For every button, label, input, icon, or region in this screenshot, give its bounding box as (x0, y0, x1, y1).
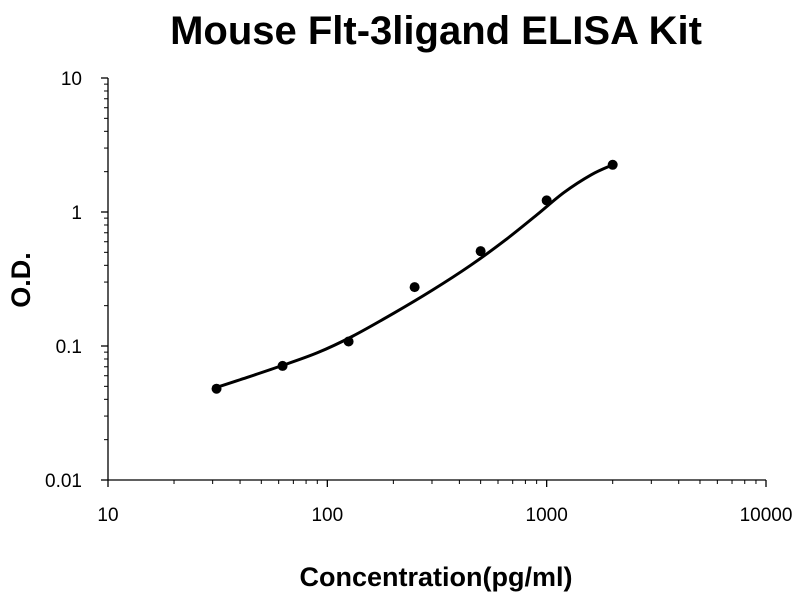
x-tick-label: 10 (97, 505, 118, 526)
data-point (607, 159, 618, 170)
data-point (409, 282, 420, 293)
x-axis-label: Concentration(pg/ml) (300, 562, 573, 592)
x-tick-label: 10000 (740, 505, 793, 526)
data-point (475, 246, 486, 257)
y-tick-label: 1 (71, 203, 82, 224)
data-points (211, 159, 618, 394)
y-tick-label: 0.1 (56, 337, 82, 358)
x-axis-ticks: 10 100 1000 10000 (97, 480, 792, 526)
data-point (211, 383, 222, 394)
fit-curve-line (212, 163, 614, 391)
axes (107, 78, 766, 481)
x-tick-label: 100 (311, 505, 343, 526)
y-axis-ticks: 0.01 0.1 1 10 (45, 69, 108, 492)
y-tick-label: 10 (61, 69, 82, 90)
data-point (343, 336, 354, 347)
y-tick-label: 0.01 (45, 471, 82, 492)
y-axis-label: O.D. (6, 252, 36, 308)
data-point (277, 360, 288, 371)
chart-title: Mouse Flt-3ligand ELISA Kit (170, 9, 702, 53)
data-point (541, 195, 552, 206)
x-tick-label: 1000 (526, 505, 568, 526)
